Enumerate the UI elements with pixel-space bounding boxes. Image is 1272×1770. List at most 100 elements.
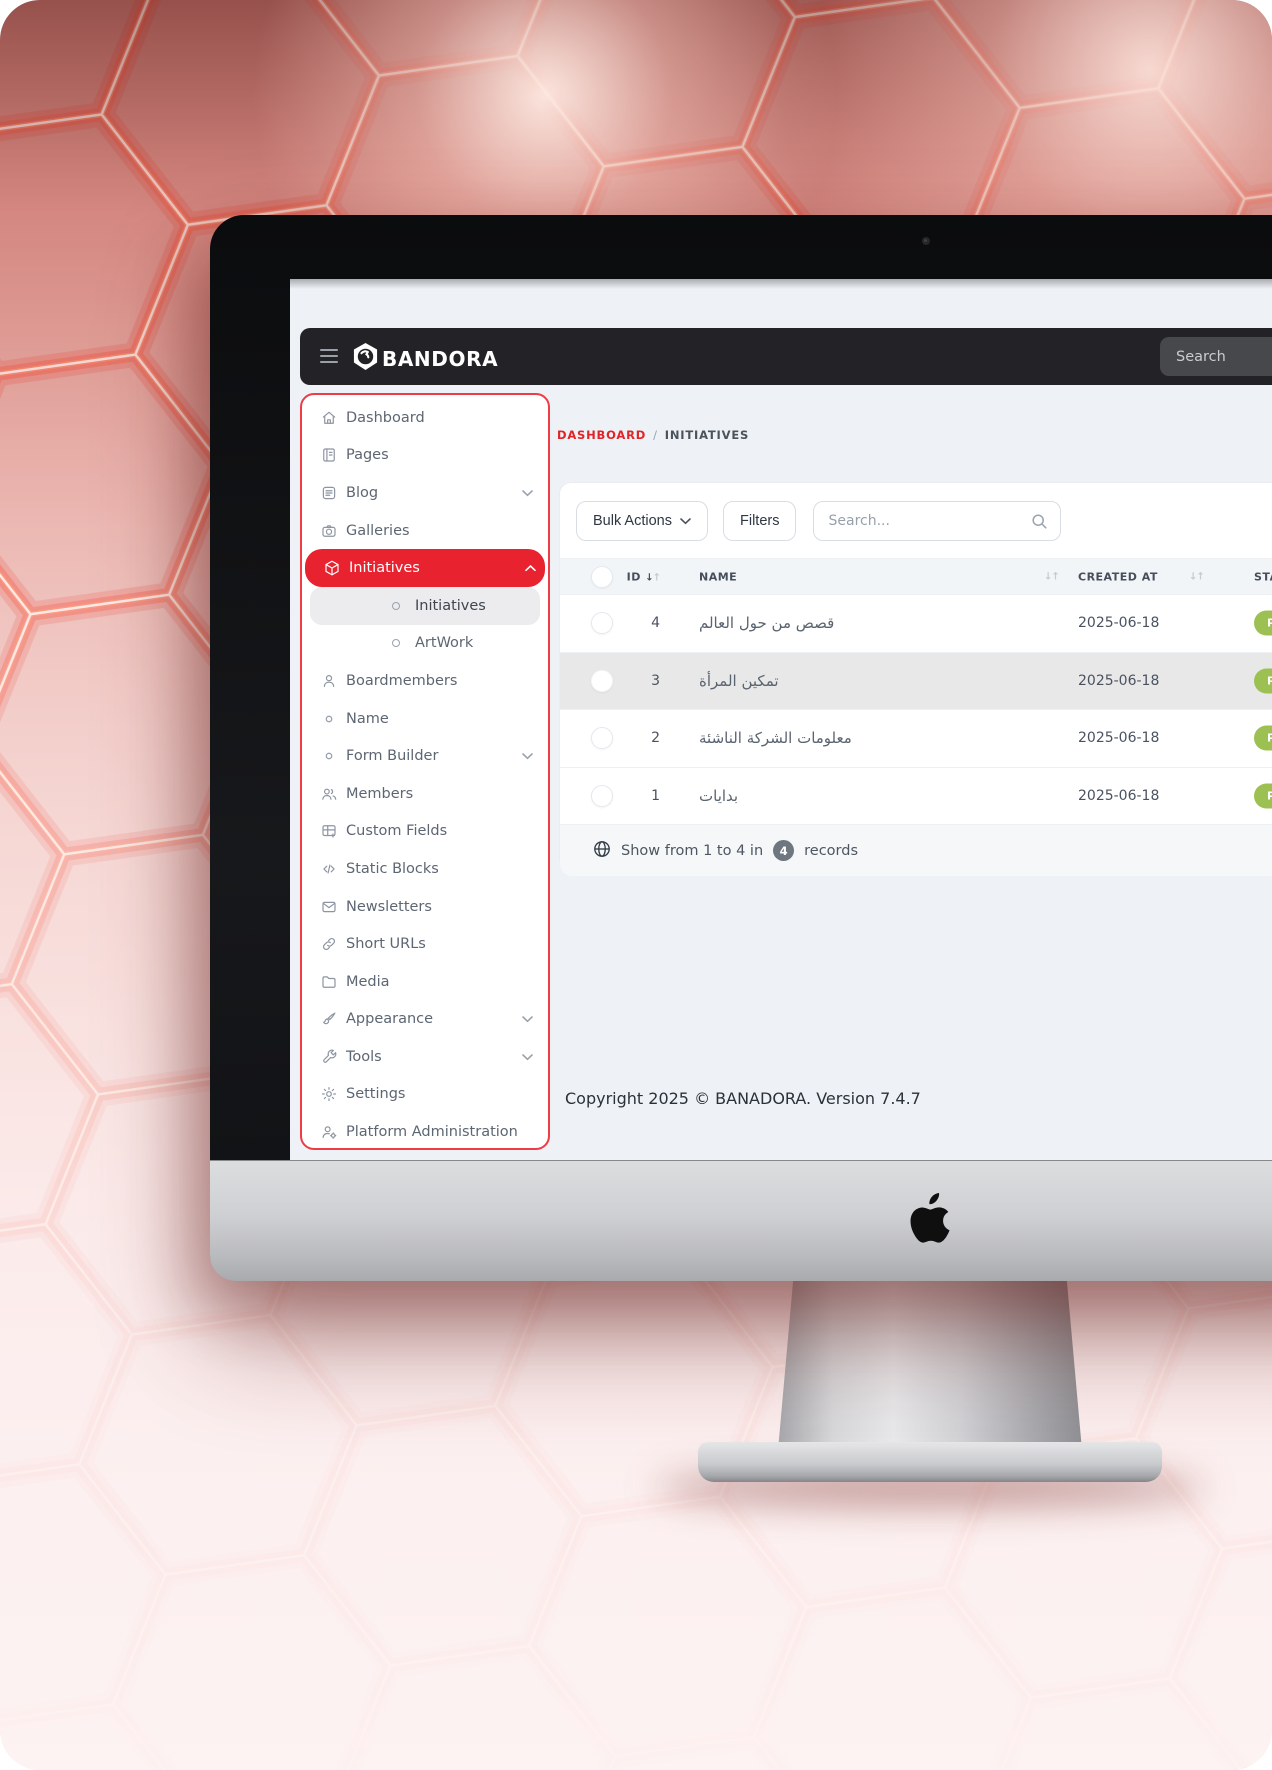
column-header-status[interactable]: STATUS [1254, 570, 1272, 583]
row-name: بدايات [699, 786, 739, 805]
bandora-logo-icon [352, 342, 379, 375]
select-all-checkbox[interactable] [591, 565, 613, 588]
home-icon [320, 409, 338, 427]
screen: BANDORA Dashboard Pages [290, 279, 1272, 1160]
search-icon [1031, 513, 1048, 534]
row-name: تمكين المرأة [699, 671, 779, 690]
sort-icon[interactable]: ↓↑ [1044, 571, 1060, 582]
table-search-field[interactable] [814, 501, 1111, 540]
table-row[interactable]: 3 تمكين المرأة 2025-06-18 Published [560, 651, 1272, 709]
chevron-down-icon [522, 1011, 533, 1027]
chevron-down-icon [680, 513, 691, 529]
monitor-stand-neck [778, 1280, 1082, 1450]
sidebar-item-custom-fields[interactable]: Custom Fields [302, 813, 548, 851]
custom-fields-icon [320, 822, 338, 840]
column-header-name[interactable]: NAME [699, 570, 738, 583]
sidebar-item-tools[interactable]: Tools [302, 1038, 548, 1076]
breadcrumb-dashboard-link[interactable]: DASHBOARD [557, 428, 647, 442]
filters-button[interactable]: Filters [723, 500, 797, 541]
sidebar-subitem-artwork[interactable]: ArtWork [302, 625, 548, 663]
sidebar-item-boardmembers[interactable]: Boardmembers [302, 662, 548, 700]
link-icon [320, 935, 338, 953]
sidebar-item-galleries[interactable]: Galleries [302, 512, 548, 550]
row-checkbox[interactable] [591, 669, 613, 692]
folder-icon [320, 973, 338, 991]
webcam-dot [922, 237, 930, 245]
paintbrush-icon [320, 1010, 338, 1028]
menu-icon[interactable] [320, 349, 338, 367]
sidebar-item-settings[interactable]: Settings [302, 1076, 548, 1114]
brand-name: BANDORA [382, 346, 499, 371]
row-id: 1 [651, 787, 660, 804]
sidebar-item-form-builder[interactable]: Form Builder [302, 737, 548, 775]
mail-icon [320, 898, 338, 916]
status-badge: Published [1254, 783, 1272, 809]
sidebar-item-appearance[interactable]: Appearance [302, 1001, 548, 1039]
brand-logo[interactable]: BANDORA [352, 342, 498, 375]
table-footer: Show from 1 to 4 in 4 records [560, 824, 1272, 876]
sidebar-item-newsletters[interactable]: Newsletters [302, 888, 548, 926]
monitor-chin [210, 1160, 1272, 1281]
column-header-created-at[interactable]: CREATED AT [1078, 570, 1158, 583]
bullet-circle-icon [320, 710, 338, 728]
row-name: قصص من حول العالم [699, 614, 835, 633]
sidebar-item-blog[interactable]: Blog [302, 474, 548, 512]
initiatives-table-card: Bulk Actions Filters ID ↓↑ [559, 482, 1272, 876]
globe-icon [593, 840, 611, 862]
sidebar-item-short-urls[interactable]: Short URLs [302, 925, 548, 963]
sidebar-item-media[interactable]: Media [302, 963, 548, 1001]
table-search-input[interactable] [813, 500, 1111, 541]
apple-logo-icon [910, 1193, 950, 1250]
user-gear-icon [320, 1123, 338, 1141]
sidebar-item-initiatives[interactable]: Initiatives [305, 549, 545, 587]
table-toolbar: Bulk Actions Filters [560, 483, 1272, 558]
sidebar-item-static-blocks[interactable]: Static Blocks [302, 850, 548, 888]
column-header-id[interactable]: ID ↓↑ [626, 570, 661, 583]
bulk-actions-button[interactable]: Bulk Actions [576, 500, 708, 541]
chevron-down-icon [522, 748, 533, 764]
camera-icon [320, 522, 338, 540]
row-created-at: 2025-06-18 [1078, 615, 1160, 632]
row-id: 3 [651, 672, 660, 689]
table-row[interactable]: 2 معلومات الشركة الناشئة 2025-06-18 Publ… [560, 709, 1272, 767]
users-icon [320, 785, 338, 803]
sidebar-item-platform-administration[interactable]: Platform Administration [302, 1113, 548, 1151]
row-checkbox[interactable] [591, 612, 613, 635]
code-icon [320, 860, 338, 878]
breadcrumb: DASHBOARD / INITIATIVES [557, 428, 749, 442]
records-count-badge: 4 [773, 840, 795, 861]
sidebar-item-members[interactable]: Members [302, 775, 548, 813]
row-checkbox[interactable] [591, 784, 613, 807]
table-row[interactable]: 1 بدايات 2025-06-18 Published [560, 766, 1272, 825]
status-badge: Published [1254, 725, 1272, 751]
sidebar-item-dashboard[interactable]: Dashboard [302, 399, 548, 437]
breadcrumb-separator: / [653, 428, 658, 442]
row-created-at: 2025-06-18 [1078, 730, 1160, 747]
blog-icon [320, 484, 338, 502]
sort-icon[interactable]: ↓↑ [1189, 571, 1205, 582]
gear-icon [320, 1085, 338, 1103]
row-id: 2 [651, 730, 660, 747]
navbar-search-field[interactable] [1160, 337, 1272, 376]
bullet-circle-icon [392, 639, 400, 648]
records-summary: Show from 1 to 4 in [621, 842, 764, 859]
bullet-circle-icon [320, 747, 338, 765]
monitor-stand-base [698, 1442, 1162, 1482]
top-navbar: BANDORA [300, 328, 1272, 385]
status-badge: Published [1254, 610, 1272, 636]
records-label: records [804, 842, 859, 859]
row-created-at: 2025-06-18 [1078, 787, 1160, 804]
cube-icon [323, 559, 341, 577]
sidebar-item-pages[interactable]: Pages [302, 437, 548, 475]
row-name: معلومات الشركة الناشئة [699, 729, 852, 748]
copyright-text: Copyright 2025 © BANADORA. Version 7.4.7 [565, 1089, 921, 1108]
pages-icon [320, 446, 338, 464]
sidebar-subitem-initiatives[interactable]: Initiatives [310, 586, 540, 625]
row-checkbox[interactable] [591, 727, 613, 750]
bullet-circle-icon [392, 601, 400, 610]
table-row[interactable]: 4 قصص من حول العالم 2025-06-18 Published [560, 594, 1272, 652]
sidebar-item-name[interactable]: Name [302, 700, 548, 738]
chevron-up-icon [525, 560, 536, 576]
user-icon [320, 672, 338, 690]
navbar-search-input[interactable] [1160, 337, 1272, 376]
